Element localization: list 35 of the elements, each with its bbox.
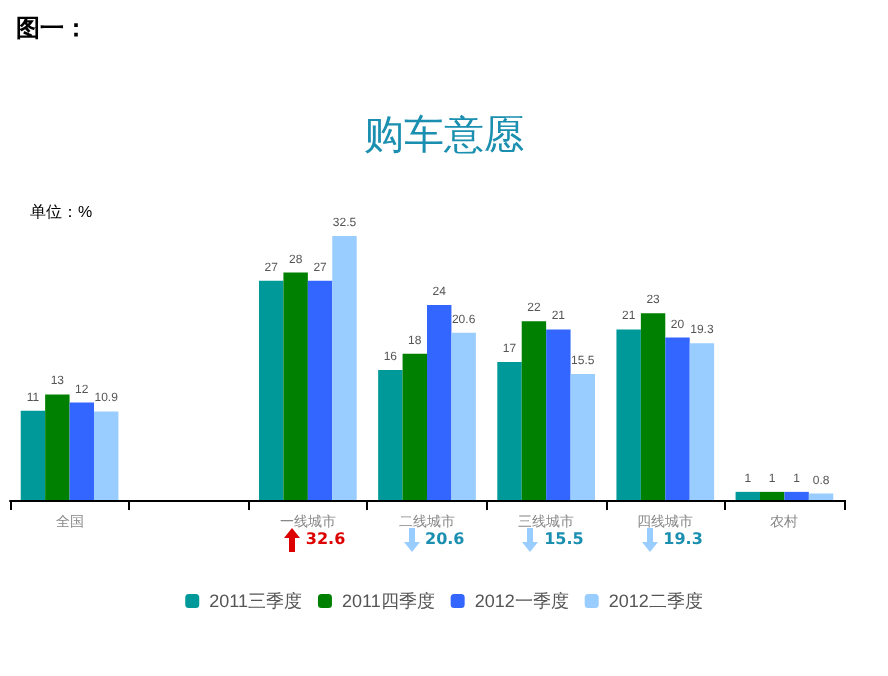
bar bbox=[307, 280, 333, 500]
bar bbox=[570, 374, 595, 500]
bar bbox=[760, 491, 785, 500]
bar bbox=[616, 329, 641, 500]
legend-label: 2011三季度 bbox=[209, 591, 302, 611]
bar bbox=[735, 491, 760, 500]
bar bbox=[332, 236, 357, 500]
bar bbox=[45, 394, 70, 500]
bar bbox=[20, 410, 46, 500]
bar bbox=[689, 343, 715, 500]
bar bbox=[497, 361, 522, 500]
legend-label: 2012一季度 bbox=[474, 591, 569, 611]
bar bbox=[69, 402, 94, 500]
bar bbox=[283, 272, 308, 500]
bar bbox=[665, 337, 690, 500]
bar bbox=[427, 305, 452, 500]
text: 19.3 bbox=[663, 530, 703, 548]
text: 20.6 bbox=[425, 530, 465, 548]
bar bbox=[640, 313, 666, 500]
bar bbox=[378, 370, 403, 500]
text: 15.5 bbox=[544, 530, 584, 548]
bar bbox=[808, 493, 834, 500]
text: 图一： bbox=[16, 12, 88, 46]
text: 32.6 bbox=[305, 530, 346, 548]
bar bbox=[546, 329, 571, 500]
bar bbox=[451, 332, 476, 500]
legend-label: 2012二季度 bbox=[608, 591, 703, 611]
bar bbox=[402, 353, 427, 500]
bar bbox=[94, 411, 119, 500]
y-axis-title: 单位：% bbox=[30, 203, 93, 221]
legend-label: 2011四季度 bbox=[341, 591, 435, 611]
bar bbox=[259, 280, 284, 500]
bar bbox=[521, 321, 547, 500]
chart-title: 购车意愿 bbox=[364, 110, 524, 158]
bar bbox=[784, 491, 809, 500]
